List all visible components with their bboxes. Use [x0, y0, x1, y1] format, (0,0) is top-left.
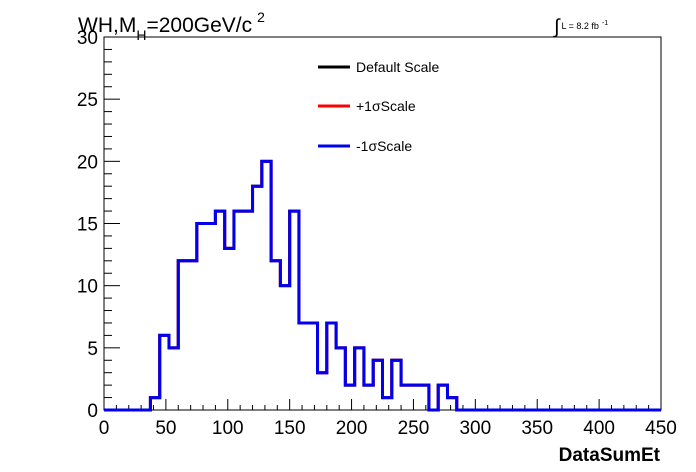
x-tick-label: 150: [274, 418, 306, 439]
legend-label-plus1sigma: +1σScale: [356, 98, 416, 114]
axis-tick-labels: 0 50 100 150 200 250 300 350 400 450 0 5 10 15 20 25 30: [77, 28, 677, 439]
luminosity-exponent: -1: [602, 20, 608, 27]
chart-title: WH,MH=200GeV/c 2: [78, 9, 265, 43]
y-tick-label: 20: [77, 152, 98, 173]
x-tick-label: 300: [459, 418, 491, 439]
x-tick-label: 0: [99, 418, 110, 439]
title-superscript: 2: [257, 9, 265, 25]
x-tick-label: 400: [583, 418, 615, 439]
luminosity-label: ∫ L = 8.2 fb -1: [553, 16, 608, 38]
y-tick-label: 0: [87, 401, 98, 422]
legend: Default Scale +1σScale -1σScale: [318, 59, 439, 154]
title-subscript: H: [136, 27, 146, 43]
axis-ticks: [103, 36, 662, 411]
x-tick-label: 250: [398, 418, 430, 439]
legend-label-default: Default Scale: [356, 59, 439, 75]
y-tick-label: 15: [77, 215, 98, 236]
x-axis-label: DataSumEt: [559, 445, 661, 466]
y-tick-label: 5: [87, 339, 98, 360]
x-tick-label: 350: [521, 418, 553, 439]
x-tick-label: 450: [645, 418, 677, 439]
histogram-series: [104, 159, 661, 412]
plot-frame: [103, 36, 662, 411]
luminosity-text: L = 8.2 fb: [561, 21, 598, 31]
y-tick-label: 30: [77, 28, 98, 49]
legend-label-minus1sigma: -1σScale: [356, 138, 412, 154]
title-value: =200GeV/c: [146, 14, 252, 37]
integral-symbol: ∫: [553, 16, 561, 38]
title-main: WH,M: [78, 14, 136, 37]
y-tick-label: 10: [77, 277, 98, 298]
x-tick-label: 100: [212, 418, 244, 439]
x-tick-label: 50: [155, 418, 176, 439]
series-line-2: [104, 159, 661, 412]
y-tick-label: 25: [77, 90, 98, 111]
x-tick-label: 200: [336, 418, 368, 439]
